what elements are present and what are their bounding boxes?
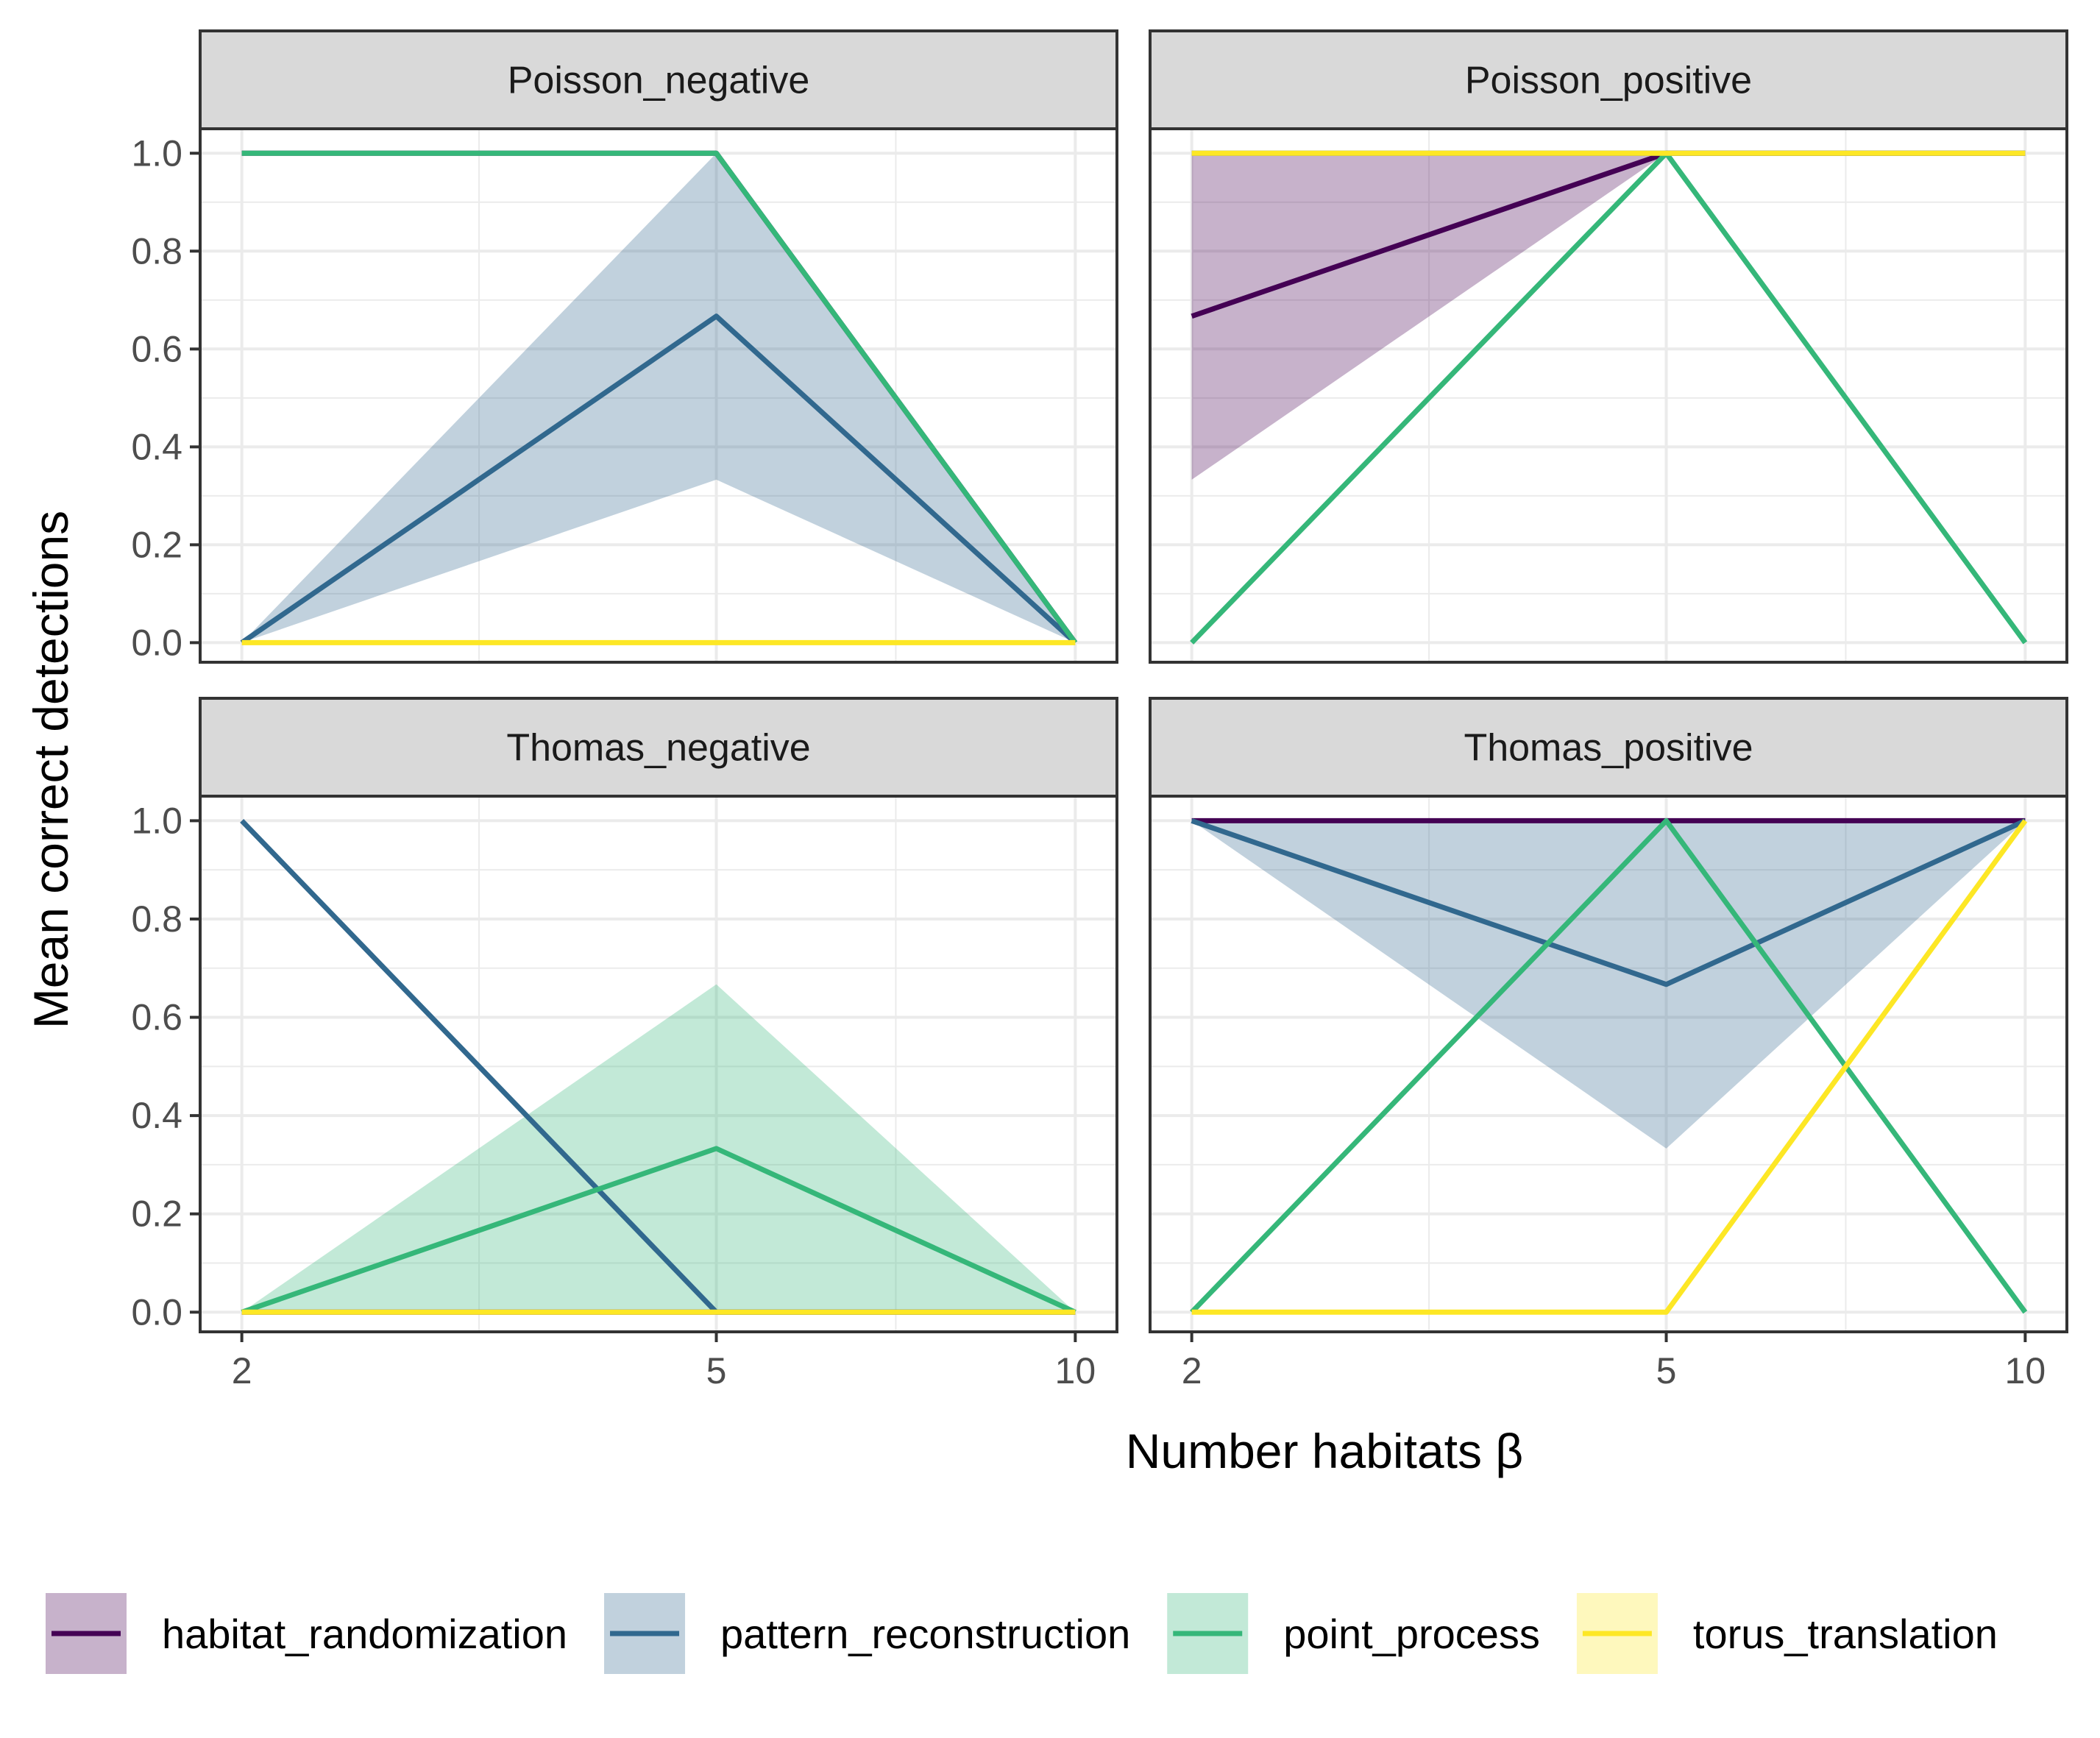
y-tick-label: 0.2 — [131, 1193, 182, 1235]
y-tick-label: 0.2 — [131, 524, 182, 565]
legend-label: pattern_reconstruction — [720, 1611, 1130, 1657]
panel-background — [1150, 796, 2067, 1332]
panel-background — [200, 129, 1117, 662]
strip-poisson-positive — [1149, 29, 2068, 130]
x-tick-label: 5 — [706, 1350, 727, 1391]
x-tick-label: 10 — [2005, 1350, 2046, 1391]
legend-item-pattern-reconstruction: pattern_reconstruction — [604, 1593, 1130, 1674]
legend-item-point-process: point_process — [1167, 1593, 1540, 1674]
y-tick-label: 0.6 — [131, 997, 182, 1038]
x-tick-label: 5 — [1656, 1350, 1677, 1391]
strip-label: Poisson_positive — [1465, 60, 1752, 102]
legend-label: point_process — [1283, 1611, 1540, 1657]
x-tick-label: 10 — [1055, 1350, 1096, 1391]
panel-border — [199, 795, 1118, 1333]
y-tick-label: 0.0 — [131, 1291, 182, 1333]
legend-item-torus-translation: torus_translation — [1576, 1593, 1998, 1674]
x-tick-label: 2 — [232, 1350, 252, 1391]
legend-label: torus_translation — [1693, 1611, 1998, 1657]
y-tick-label: 0.4 — [131, 426, 182, 467]
panel-border — [1149, 795, 2068, 1333]
panel-border — [199, 127, 1118, 664]
legend-label: habitat_randomization — [162, 1611, 567, 1657]
strip-label: Thomas_positive — [1464, 727, 1753, 770]
y-tick-label: 0.6 — [131, 328, 182, 369]
ribbon-pattern-reconstruction — [241, 153, 1076, 643]
x-axis-title: Number habitats β — [1126, 1424, 1524, 1478]
panel-thomas-positive: Thomas_positive 2 5 10 — [1149, 697, 2068, 1391]
panel-poisson-positive: Poisson_positive — [1149, 29, 2068, 664]
y-tick-label: 1.0 — [131, 800, 182, 841]
y-tick-label: 0.0 — [131, 622, 182, 663]
legend: habitat_randomization pattern_reconstruct… — [46, 1593, 1998, 1674]
legend-item-habitat-randomization: habitat_randomization — [46, 1593, 567, 1674]
ribbon-point-process — [241, 984, 1076, 1313]
ribbon-pattern-reconstruction — [1191, 820, 2026, 1149]
panel-border — [1149, 127, 2068, 664]
ribbon-habitat-randomization — [1191, 153, 2026, 480]
y-tick-label: 0.8 — [131, 898, 182, 940]
y-tick-label: 0.4 — [131, 1095, 182, 1136]
y-axis-title: Mean correct detections — [24, 511, 78, 1029]
panel-poisson-negative: Poisson_negative 0.0 0.2 0.4 0.6 0.8 1.0 — [131, 29, 1118, 664]
panel-background — [1150, 129, 2067, 662]
y-tick-label: 1.0 — [131, 132, 182, 174]
y-tick-label: 0.8 — [131, 230, 182, 272]
x-tick-label: 2 — [1182, 1350, 1202, 1391]
strip-poisson-negative — [199, 29, 1118, 130]
panel-background — [200, 796, 1117, 1332]
strip-label: Thomas_negative — [506, 727, 810, 770]
panel-thomas-negative: Thomas_negative 0.0 0.2 0.4 0.6 0.8 1.0 2 5 10 — [131, 697, 1118, 1391]
strip-label: Poisson_negative — [508, 60, 810, 102]
